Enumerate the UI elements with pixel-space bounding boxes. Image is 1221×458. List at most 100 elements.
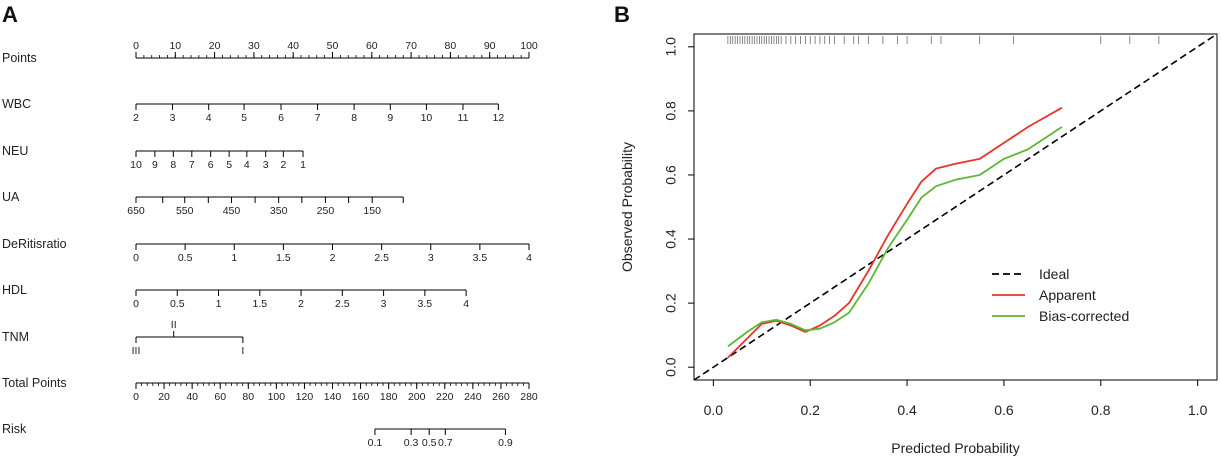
tick-label-neu: 10 xyxy=(130,159,142,171)
tick-label-total: 220 xyxy=(436,391,454,403)
tick-label-deritis: 1.5 xyxy=(276,252,291,264)
tick-label-neu: 2 xyxy=(280,159,286,171)
tick-label-ua: 250 xyxy=(317,205,335,217)
tick-label-total: 120 xyxy=(296,391,314,403)
nomogram-row-hdl: HDL 0 0.5 1 1.5 2 2.5 3 3.5 4 xyxy=(2,283,469,310)
tick-label-risk: 0.9 xyxy=(498,437,513,449)
tick-label-tnm: II xyxy=(171,319,177,331)
tick-label-hdl: 0.5 xyxy=(170,298,185,310)
tick-label-hdl: 3.5 xyxy=(418,298,433,310)
tick-label-ua: 450 xyxy=(223,205,241,217)
tick-label-deritis: 2 xyxy=(330,252,336,264)
tick-label-points: 0 xyxy=(133,40,139,52)
tick-label-points: 90 xyxy=(484,40,496,52)
tick-label-risk: 0.3 xyxy=(404,437,419,449)
tick-label-neu: 1 xyxy=(300,159,306,171)
series-line-ideal xyxy=(693,33,1218,381)
panel-b-letter: B xyxy=(614,2,630,27)
tick-label-total: 180 xyxy=(380,391,398,403)
tick-label-risk: 0.1 xyxy=(368,437,383,449)
x-tick-label: 0.0 xyxy=(704,402,724,418)
tick-label-neu: 6 xyxy=(208,159,214,171)
tick-label-ua: 150 xyxy=(363,205,381,217)
tick-label-deritis: 3 xyxy=(428,252,434,264)
y-tick-label: 0.6 xyxy=(663,165,679,185)
legend-label: Apparent xyxy=(1039,287,1096,303)
tick-label-wbc: 7 xyxy=(315,112,321,124)
tick-label-risk: 0.5 xyxy=(422,437,437,449)
tick-label-ua: 550 xyxy=(176,205,194,217)
tick-label-wbc: 11 xyxy=(458,112,469,124)
y-tick-label: 0.2 xyxy=(663,293,679,313)
tick-label-hdl: 1 xyxy=(216,298,222,310)
nomogram-row-total: Total Points 0 20 40 60 80 100 120 140 160 180 200 2… xyxy=(2,376,538,403)
x-tick-label: 0.2 xyxy=(800,402,820,418)
row-label-points: Points xyxy=(2,51,37,65)
x-tick-label: 0.8 xyxy=(1091,402,1111,418)
y-axis-label: Observed Probability xyxy=(619,142,635,272)
nomogram-row-points: Points 0 10 20 30 40 50 60 70 80 90 100 xyxy=(2,40,538,65)
legend-label: Ideal xyxy=(1039,266,1069,282)
nomogram-row-neu: NEU 10 9 8 7 6 5 4 3 2 1 xyxy=(2,144,306,171)
row-label-tnm: TNM xyxy=(2,330,29,344)
row-label-wbc: WBC xyxy=(2,97,31,111)
tick-label-deritis: 1 xyxy=(231,252,237,264)
tick-label-neu: 7 xyxy=(189,159,195,171)
x-axis-label: Predicted Probability xyxy=(891,440,1019,456)
tick-label-total: 280 xyxy=(520,391,538,403)
tick-label-wbc: 2 xyxy=(133,112,139,124)
nomogram-row-deritis: DeRitisratio 0 0.5 1 1.5 2 2.5 3 3.5 4 xyxy=(2,237,532,264)
row-label-total: Total Points xyxy=(2,376,67,390)
tick-label-hdl: 4 xyxy=(463,298,469,310)
tick-label-points: 60 xyxy=(366,40,378,52)
plot-frame xyxy=(693,33,1218,381)
tick-label-neu: 5 xyxy=(226,159,232,171)
tick-label-total: 0 xyxy=(133,391,139,403)
row-label-risk: Risk xyxy=(2,422,27,436)
axes: 0.0 0.2 0.4 0.6 0.8 1.0 0.0 0.2 0.4 0.6 0.8 1.0 xyxy=(663,37,1208,418)
legend: Ideal Apparent Bias-corrected xyxy=(992,266,1129,324)
row-label-deritis: DeRitisratio xyxy=(2,237,67,251)
tick-label-points: 80 xyxy=(445,40,457,52)
nomogram-row-risk: Risk 0.1 0.3 0.5 0.7 0.9 xyxy=(2,422,513,449)
row-label-ua: UA xyxy=(2,190,20,204)
row-label-neu: NEU xyxy=(2,144,28,158)
tick-label-deritis: 0.5 xyxy=(178,252,193,264)
tick-label-risk: 0.7 xyxy=(438,437,453,449)
rug-marks xyxy=(727,36,1160,44)
row-label-hdl: HDL xyxy=(2,283,27,297)
calibration-panel: 0.0 0.2 0.4 0.6 0.8 1.0 0.0 0.2 0.4 0.6 0.8 1.0 Pre… xyxy=(619,33,1218,456)
series-lines xyxy=(693,33,1218,381)
tick-label-wbc: 10 xyxy=(421,112,433,124)
tick-label-total: 60 xyxy=(214,391,226,403)
x-tick-label: 0.6 xyxy=(994,402,1014,418)
nomogram-row-ua: UA 650 550 450 350 250 150 xyxy=(2,190,404,217)
tick-label-hdl: 3 xyxy=(381,298,387,310)
tick-label-ua: 350 xyxy=(270,205,288,217)
tick-label-points: 50 xyxy=(327,40,339,52)
tick-label-hdl: 1.5 xyxy=(252,298,267,310)
series-line-bias-corrected xyxy=(727,126,1063,348)
tick-label-total: 20 xyxy=(158,391,170,403)
tick-label-total: 260 xyxy=(492,391,510,403)
tick-label-neu: 9 xyxy=(152,159,158,171)
panel-a-letter: A xyxy=(2,2,18,27)
y-tick-label: 0.8 xyxy=(663,101,679,121)
tick-label-points: 100 xyxy=(520,40,538,52)
tick-label-deritis: 0 xyxy=(133,252,139,264)
tick-label-wbc: 12 xyxy=(493,112,505,124)
tick-label-wbc: 5 xyxy=(241,112,247,124)
x-tick-label: 1.0 xyxy=(1188,402,1208,418)
tick-label-points: 20 xyxy=(209,40,221,52)
tick-label-hdl: 0 xyxy=(133,298,139,310)
tick-label-neu: 8 xyxy=(170,159,176,171)
tick-label-total: 160 xyxy=(352,391,370,403)
tick-label-points: 70 xyxy=(405,40,417,52)
tick-label-wbc: 3 xyxy=(170,112,176,124)
tick-label-wbc: 9 xyxy=(387,112,393,124)
tick-label-total: 200 xyxy=(408,391,426,403)
tick-label-total: 80 xyxy=(242,391,254,403)
tick-label-wbc: 4 xyxy=(206,112,212,124)
